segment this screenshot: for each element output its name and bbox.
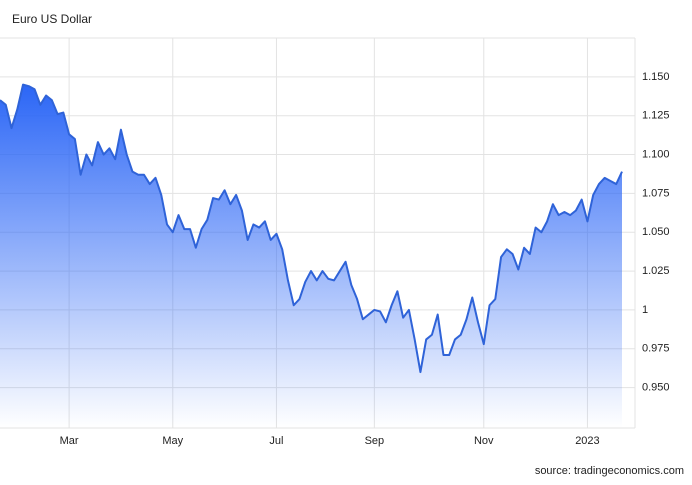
x-tick-label: 2023 (575, 435, 599, 447)
y-tick-label: 1.125 (642, 110, 670, 122)
source: source: tradingeconomics.com (535, 465, 684, 477)
x-tick-label: Jul (269, 435, 283, 447)
y-tick-label: 1.150 (642, 71, 670, 83)
chart-title: Euro US Dollar (12, 12, 92, 26)
y-tick-label: 1 (642, 304, 648, 316)
y-tick-label: 1.050 (642, 226, 670, 238)
x-tick-label: May (162, 435, 183, 447)
y-tick-label: 0.975 (642, 343, 670, 355)
x-tick-label: Nov (474, 435, 494, 447)
y-tick-label: 1.025 (642, 265, 670, 277)
x-tick-label: Mar (60, 435, 79, 447)
area-fill (0, 84, 622, 429)
x-tick-label: Sep (365, 435, 385, 447)
line (0, 83, 623, 374)
y-tick-label: 1.100 (642, 148, 670, 160)
y-tick-label: 1.075 (642, 187, 670, 199)
y-tick-label: 0.950 (642, 382, 670, 394)
